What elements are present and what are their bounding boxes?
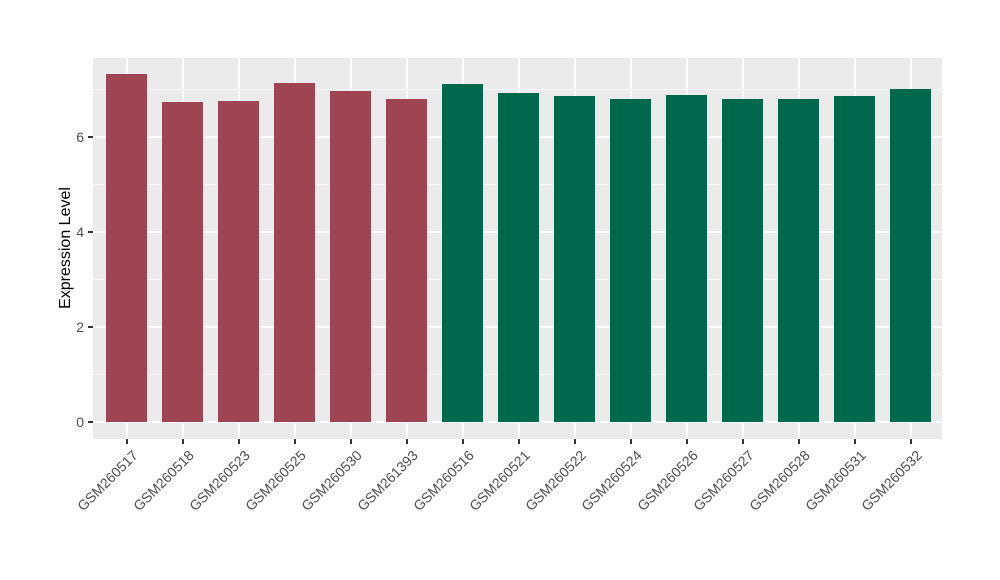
bar-GSM261393 — [386, 99, 428, 422]
gridline-minor — [93, 89, 942, 90]
bar-GSM260523 — [218, 101, 260, 422]
bar-GSM260518 — [162, 101, 204, 422]
x-tick-mark — [685, 439, 688, 444]
bar-GSM260525 — [274, 82, 316, 422]
bar-GSM260516 — [442, 83, 484, 422]
x-tick-mark — [237, 439, 240, 444]
x-tick-mark — [125, 439, 128, 444]
x-tick-mark — [909, 439, 912, 444]
bar-GSM260530 — [330, 90, 372, 422]
x-tick-mark — [797, 439, 800, 444]
bar-GSM260517 — [106, 73, 148, 422]
x-tick-mark — [629, 439, 632, 444]
y-tick-label: 6 — [76, 129, 84, 145]
bar-GSM260522 — [554, 96, 596, 422]
y-tick-label: 4 — [76, 224, 84, 240]
y-tick-label: 2 — [76, 319, 84, 335]
x-tick-mark — [181, 439, 184, 444]
bar-GSM260524 — [610, 99, 652, 422]
bar-GSM260532 — [890, 89, 932, 422]
y-axis-title: Expression Level — [57, 187, 74, 309]
x-tick-mark — [461, 439, 464, 444]
x-tick-mark — [573, 439, 576, 444]
bar-GSM260526 — [666, 94, 708, 422]
x-tick-mark — [517, 439, 520, 444]
y-tick-mark — [88, 326, 93, 328]
bar-GSM260527 — [722, 99, 764, 422]
x-tick-mark — [293, 439, 296, 444]
x-tick-mark — [349, 439, 352, 444]
bar-GSM260521 — [498, 92, 540, 422]
plot-panel — [93, 58, 942, 439]
y-tick-mark — [88, 231, 93, 233]
x-tick-mark — [853, 439, 856, 444]
y-tick-label: 0 — [76, 414, 84, 430]
y-tick-mark — [88, 421, 93, 423]
y-tick-mark — [88, 136, 93, 138]
bar-GSM260528 — [778, 98, 820, 422]
x-tick-mark — [405, 439, 408, 444]
x-tick-mark — [741, 439, 744, 444]
bar-GSM260531 — [834, 95, 876, 422]
gridline-major — [93, 421, 942, 423]
